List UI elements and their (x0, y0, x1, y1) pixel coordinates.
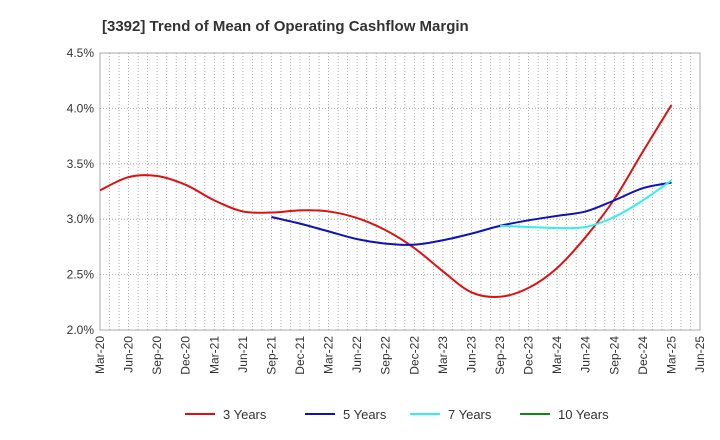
y-tick-label: 2.5% (67, 268, 95, 282)
x-tick-label: Mar-24 (550, 336, 564, 374)
x-tick-label: Jun-23 (464, 336, 478, 373)
y-tick-label: 3.0% (67, 212, 95, 226)
y-axis-ticks: 2.0% 2.5% 3.0% 3.5% 4.0% 4.5% (67, 46, 95, 337)
x-tick-label: Dec-21 (293, 336, 307, 375)
x-tick-label: Dec-24 (636, 336, 650, 375)
x-tick-label: Sep-22 (379, 336, 393, 375)
x-tick-label: Jun-21 (236, 336, 250, 373)
plot-area (99, 52, 701, 331)
x-tick-label: Mar-25 (664, 336, 678, 374)
x-tick-label: Sep-20 (150, 336, 164, 375)
legend-label: 3 Years (223, 407, 267, 422)
y-grid (100, 108, 700, 276)
x-tick-label: Dec-22 (407, 336, 421, 375)
series-line-2 (271, 181, 672, 246)
chart-title: [3392] Trend of Mean of Operating Cashfl… (102, 18, 469, 35)
x-tick-label: Jun-22 (350, 336, 364, 373)
legend: 3 Years 5 Years 7 Years 10 Years (185, 407, 609, 422)
x-tick-label: Jun-24 (579, 336, 593, 373)
series-lines (99, 104, 673, 298)
x-tick-label: Jun-25 (693, 336, 707, 373)
x-tick-label: Dec-23 (522, 336, 536, 375)
y-tick-label: 2.0% (67, 323, 95, 337)
x-tick-label: Mar-21 (207, 336, 221, 374)
y-tick-label: 3.5% (67, 157, 95, 171)
x-tick-label: Sep-23 (493, 336, 507, 375)
x-tick-label: Mar-22 (322, 336, 336, 374)
y-tick-label: 4.0% (67, 101, 95, 115)
series-line-1 (99, 104, 673, 298)
legend-label: 10 Years (558, 407, 609, 422)
x-tick-label: Sep-24 (607, 336, 621, 375)
legend-label: 7 Years (448, 407, 492, 422)
x-tick-label: Mar-23 (436, 336, 450, 374)
series-line-3 (499, 179, 673, 230)
x-tick-label: Jun-20 (122, 336, 136, 373)
x-grid (109, 53, 691, 330)
x-tick-label: Mar-20 (93, 336, 107, 374)
x-tick-label: Sep-21 (264, 336, 278, 375)
y-tick-label: 4.5% (67, 46, 95, 60)
x-axis-ticks: Mar-20 Jun-20 Sep-20 Dec-20 Mar-21 Jun-21 Sep-… (93, 336, 707, 375)
x-tick-label: Dec-20 (179, 336, 193, 375)
legend-label: 5 Years (343, 407, 387, 422)
